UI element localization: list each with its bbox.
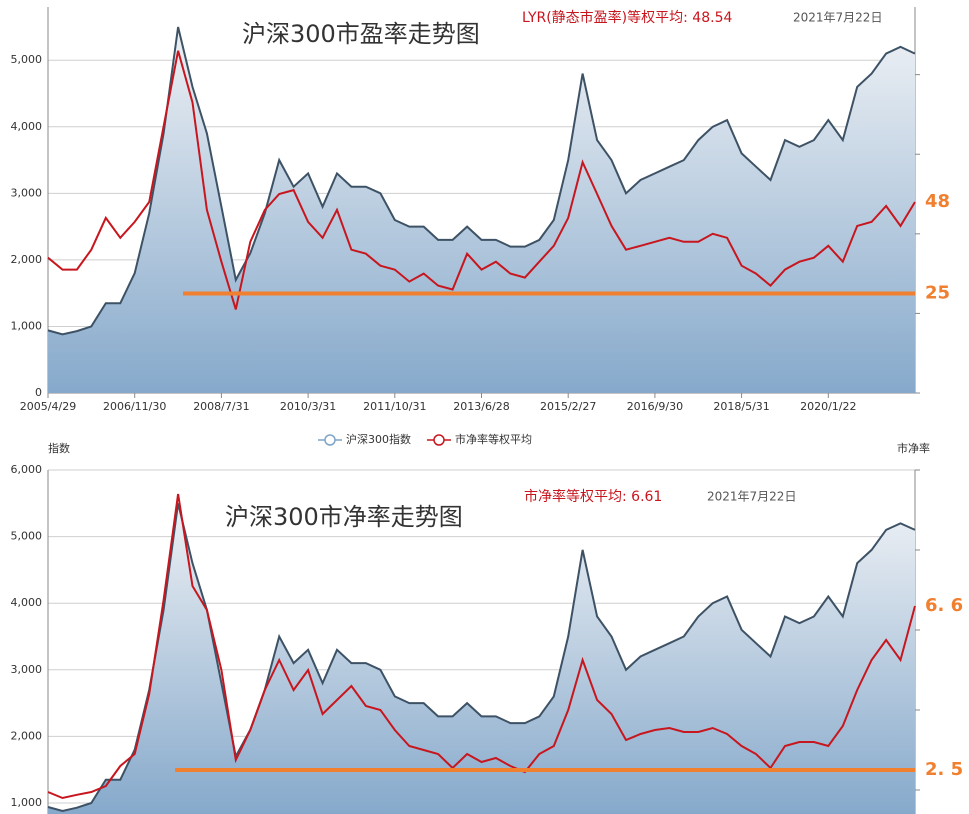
- x-tick-label: 2018/5/31: [713, 400, 769, 413]
- series-line: [47, 26, 916, 336]
- legend-label: 市净率等权平均: [455, 432, 532, 446]
- chart-title: 沪深300市净率走势图: [225, 503, 463, 531]
- x-tick-label: 2008/7/31: [193, 400, 249, 413]
- area: [48, 503, 915, 814]
- y-axis-label: 指数: [48, 441, 70, 455]
- chart-top: 0 1,000 2,000 3,000 4,000 5,000 2005/4/29 2006/…: [11, 7, 950, 446]
- chart-bottom: 1,000 2,000 3,000 4,000 5,000 6,000 6. 6 2. 5: [11, 463, 963, 814]
- x-tick-label: 2005/4/29: [20, 400, 76, 413]
- y-tick-label: 4,000: [11, 120, 43, 133]
- legend-symbol: [433, 434, 445, 446]
- y-tick-label: 2,000: [11, 729, 43, 742]
- marker-label: 25: [925, 283, 950, 304]
- series-line: [47, 50, 916, 310]
- marker-label: 2. 5: [925, 759, 963, 780]
- date: 2021年7月22日: [707, 490, 796, 504]
- y2-axis-label: 市净率: [897, 441, 930, 455]
- y-tick-label: 5,000: [11, 53, 43, 66]
- y-tick-label: 1,000: [11, 796, 43, 809]
- x-tick-label: 2015/2/27: [540, 400, 596, 413]
- series-line: [47, 503, 916, 813]
- y-tick-label: 2,000: [11, 253, 43, 266]
- subtitle: 市净率等权平均: 6.61: [524, 488, 662, 505]
- area: [48, 27, 915, 393]
- marker-label: 48: [925, 191, 950, 212]
- x-tick-label: 2013/6/28: [453, 400, 509, 413]
- x-tick-label: 2010/3/31: [280, 400, 336, 413]
- date: 2021年7月22日: [793, 11, 882, 25]
- legend-symbol: [324, 434, 336, 446]
- x-tick-label: 2011/10/31: [363, 400, 426, 413]
- y-tick-label: 4,000: [11, 596, 43, 609]
- y-tick-label: 0: [35, 386, 42, 399]
- x-tick-label: 2006/11/30: [103, 400, 166, 413]
- y-tick-label: 6,000: [11, 463, 43, 476]
- y-tick-label: 3,000: [11, 186, 43, 199]
- x-tick-label: 2016/9/30: [627, 400, 683, 413]
- legend-label: 沪深300指数: [346, 432, 411, 446]
- subtitle: LYR(静态市盈率)等权平均: 48.54: [522, 9, 732, 26]
- y-tick-label: 3,000: [11, 663, 43, 676]
- chart-title: 沪深300市盈率走势图: [242, 20, 480, 48]
- marker-label: 6. 6: [925, 595, 963, 616]
- x-tick-label: 2020/1/22: [800, 400, 856, 413]
- y-tick-label: 1,000: [11, 319, 43, 332]
- y-tick-label: 5,000: [11, 530, 43, 543]
